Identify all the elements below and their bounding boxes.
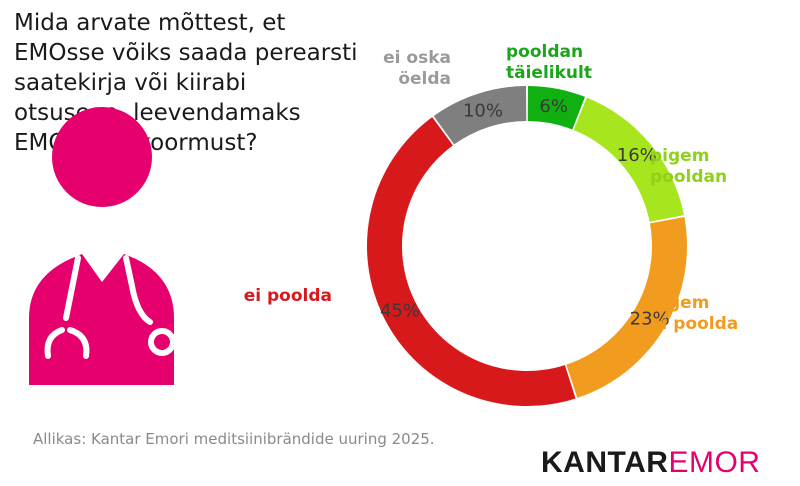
category-label-line: ei poolda <box>650 314 738 334</box>
category-label-line: ei oska <box>383 48 451 68</box>
category-label-line: ei poolda <box>244 286 332 306</box>
category-label: ei poolda <box>244 286 332 306</box>
category-label: pooldan täielikult <box>506 42 592 83</box>
chart-title-line: saatekirja või kiirabi <box>14 70 247 96</box>
donut-segment <box>433 86 527 145</box>
data-label: 10% <box>463 100 503 121</box>
donut-segment <box>573 97 684 222</box>
category-label-line: pooldan <box>506 42 583 62</box>
category-label-line: pooldan <box>650 167 727 187</box>
stethoscope-icon <box>44 255 176 359</box>
category-label: pigem pooldan <box>650 146 727 187</box>
doctor-icon <box>29 107 176 385</box>
data-label: 45% <box>380 301 420 322</box>
brand-logo: KANTAREMOR <box>541 446 760 480</box>
donut-segment <box>527 86 586 130</box>
data-label: 16% <box>617 145 657 166</box>
category-label-line: pigem <box>650 293 709 313</box>
category-label: pigem ei poolda <box>650 293 738 334</box>
doctor-body <box>29 254 174 385</box>
category-label-line: täielikult <box>506 63 592 83</box>
brand-kantar: KANTAR <box>541 446 669 479</box>
doctor-head <box>52 107 152 207</box>
brand-emor: EMOR <box>668 446 761 479</box>
chart-title-line: otsusega, leevendamaks <box>14 100 301 126</box>
donut-segment <box>367 117 576 407</box>
category-label-line: öelda <box>398 69 451 89</box>
chart-title-line: EMOsse võiks saada perearsti <box>14 40 358 66</box>
data-label: 23% <box>630 309 670 330</box>
category-label: ei oska öelda <box>383 48 451 89</box>
category-label-line: pigem <box>650 146 709 166</box>
data-label: 6% <box>539 96 568 117</box>
chart-title-line: Mida arvate mõttest, et <box>14 10 286 36</box>
source-note: Allikas: Kantar Emori meditsiinibrändide… <box>33 430 435 448</box>
donut-segment <box>566 216 687 398</box>
